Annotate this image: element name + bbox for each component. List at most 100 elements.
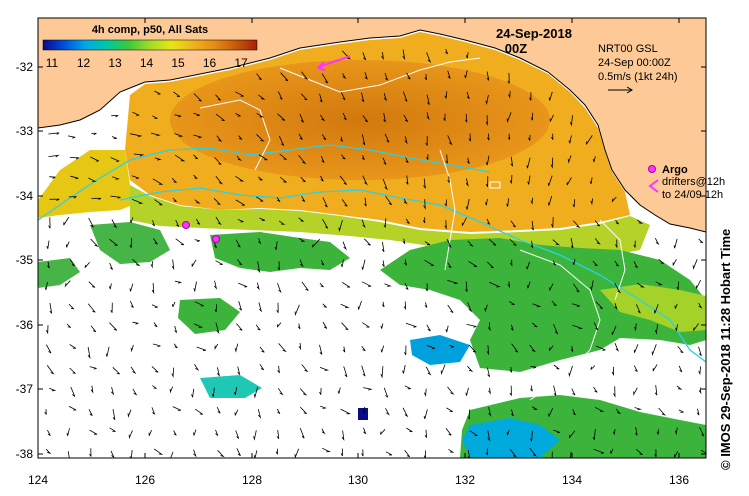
info-line-1: NRT00 GSL xyxy=(598,43,658,55)
current-arrow xyxy=(381,301,385,308)
current-arrow xyxy=(87,303,96,313)
current-arrow xyxy=(571,303,580,307)
current-arrow xyxy=(507,133,511,140)
current-arrow xyxy=(154,157,162,161)
current-arrow xyxy=(237,366,241,375)
current-arrow xyxy=(278,343,287,353)
current-arrow xyxy=(361,219,366,229)
current-arrow xyxy=(215,94,221,101)
current-arrow xyxy=(382,178,388,191)
colorbar-tick-label: 11 xyxy=(46,56,59,70)
colorbar-tick-label: 17 xyxy=(234,56,248,70)
current-arrow xyxy=(69,367,76,374)
current-arrow xyxy=(47,429,51,436)
current-arrow xyxy=(341,282,351,288)
x-tick-label: 126 xyxy=(135,473,155,487)
current-arrow xyxy=(402,407,409,418)
current-arrow xyxy=(299,388,308,396)
current-arrow xyxy=(423,409,428,420)
current-arrow xyxy=(551,217,554,229)
current-arrow xyxy=(509,238,517,246)
current-arrow xyxy=(129,283,134,292)
current-arrow xyxy=(169,386,174,394)
current-arrow xyxy=(465,52,469,59)
current-arrow xyxy=(467,450,470,458)
current-arrow xyxy=(253,386,259,399)
current-arrow xyxy=(551,451,553,458)
current-arrow xyxy=(654,238,660,246)
current-arrow xyxy=(133,153,145,157)
current-arrow xyxy=(572,324,584,330)
current-arrow xyxy=(319,387,322,395)
current-arrow xyxy=(531,220,534,231)
current-arrow xyxy=(259,364,265,371)
current-arrow xyxy=(572,199,575,208)
current-arrow xyxy=(529,92,532,101)
current-arrow xyxy=(319,344,323,355)
current-arrow xyxy=(380,366,384,379)
current-arrow xyxy=(674,451,679,458)
current-arrow xyxy=(589,177,593,185)
current-arrow xyxy=(171,259,175,271)
current-arrow xyxy=(573,283,580,293)
current-arrow xyxy=(111,387,115,396)
current-arrow xyxy=(174,133,184,137)
current-arrow xyxy=(678,365,683,373)
current-arrow xyxy=(235,113,241,117)
current-arrow xyxy=(552,239,561,246)
current-arrow xyxy=(509,259,513,267)
current-arrow xyxy=(148,429,152,436)
current-arrow xyxy=(594,238,601,245)
current-arrow xyxy=(615,408,622,415)
current-arrow xyxy=(634,323,637,332)
current-arrow xyxy=(446,238,452,248)
current-arrow xyxy=(530,385,533,392)
current-arrow xyxy=(150,261,153,269)
current-arrow xyxy=(614,260,619,267)
current-arrow xyxy=(485,176,489,187)
current-arrow xyxy=(168,451,174,458)
current-arrow xyxy=(425,283,428,292)
date-line-1: 24-Sep-2018 xyxy=(496,26,572,41)
current-arrow xyxy=(235,239,241,248)
current-arrow xyxy=(380,429,386,435)
current-arrow xyxy=(48,217,51,229)
current-arrow xyxy=(402,49,406,61)
current-arrow xyxy=(89,366,97,370)
current-arrow xyxy=(465,281,468,292)
current-arrow xyxy=(298,237,306,242)
current-arrow xyxy=(594,406,605,412)
current-arrow xyxy=(172,197,177,202)
current-arrow xyxy=(172,406,181,411)
current-arrow xyxy=(277,387,284,396)
current-arrow xyxy=(339,175,347,185)
current-arrow xyxy=(486,218,491,225)
current-arrow xyxy=(444,220,447,230)
current-arrow xyxy=(404,450,411,458)
current-arrow xyxy=(654,385,658,396)
current-arrow xyxy=(175,238,185,246)
white-contours xyxy=(199,57,626,401)
current-arrow xyxy=(341,199,348,207)
current-arrow xyxy=(216,407,221,414)
current-arrow xyxy=(49,176,56,179)
x-tick-label: 128 xyxy=(242,473,262,487)
current-arrow xyxy=(193,449,197,458)
current-arrow xyxy=(423,199,426,210)
current-arrow xyxy=(151,304,158,308)
current-arrow xyxy=(402,91,408,102)
cyan-contour-north xyxy=(38,144,491,221)
current-arrow xyxy=(49,198,60,201)
current-arrow xyxy=(236,259,243,266)
current-arrow xyxy=(464,70,468,79)
current-arrow xyxy=(426,154,429,160)
current-arrow xyxy=(614,343,620,352)
current-arrow xyxy=(153,322,158,328)
current-arrow xyxy=(635,448,643,455)
current-arrow xyxy=(88,217,94,228)
current-arrow xyxy=(277,261,280,271)
current-arrow xyxy=(343,366,348,378)
current-arrow xyxy=(509,366,513,373)
current-arrow xyxy=(594,220,601,227)
current-arrow xyxy=(213,198,221,205)
